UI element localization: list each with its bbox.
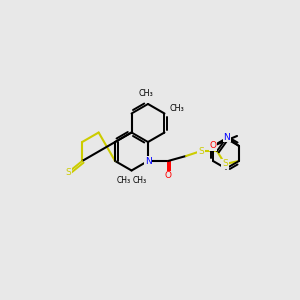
- Text: O: O: [209, 142, 217, 151]
- Text: S: S: [222, 160, 228, 169]
- Text: CH₃: CH₃: [133, 176, 147, 185]
- Text: N: N: [145, 157, 152, 166]
- Text: S: S: [198, 146, 204, 155]
- Text: O: O: [164, 172, 172, 181]
- Text: CH₃: CH₃: [169, 104, 184, 113]
- Text: CH₃: CH₃: [116, 176, 130, 185]
- Text: CH₃: CH₃: [139, 89, 153, 98]
- Text: N: N: [224, 133, 230, 142]
- Text: S: S: [65, 168, 71, 177]
